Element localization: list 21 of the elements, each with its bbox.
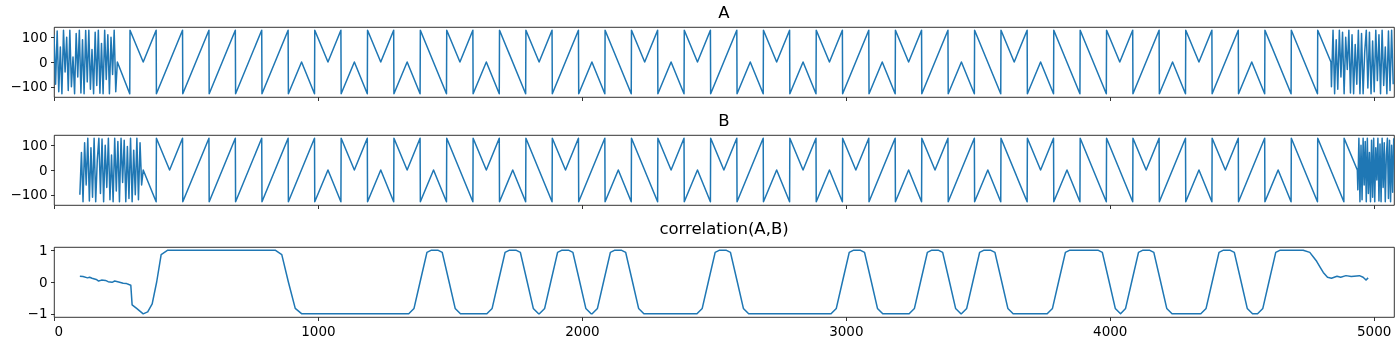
y-tick-label: −1	[27, 305, 48, 322]
x-tick-label: 0	[54, 322, 64, 339]
y-tick-label: −100	[10, 78, 48, 95]
x-tick-label: 2000	[565, 322, 600, 339]
y-tick-label: 0	[38, 273, 48, 290]
x-tick-label: 3000	[829, 322, 864, 339]
line-series	[79, 137, 1394, 203]
y-tick-label: 100	[21, 136, 48, 153]
y-tick-label: 100	[21, 28, 48, 45]
y-tick-label: −100	[10, 186, 48, 203]
y-tick-label: 0	[38, 161, 48, 178]
x-tick-label: 5000	[1357, 322, 1392, 339]
x-tick-label: 4000	[1093, 322, 1128, 339]
chart-title: A	[718, 2, 731, 22]
y-tick-label: 1	[38, 241, 48, 258]
chart-title: correlation(A,B)	[659, 218, 789, 238]
x-tick-label: 1000	[301, 322, 336, 339]
chart-title: B	[718, 110, 730, 130]
line-series	[54, 29, 1394, 95]
y-tick-label: 0	[38, 53, 48, 70]
line-series	[79, 249, 1369, 315]
